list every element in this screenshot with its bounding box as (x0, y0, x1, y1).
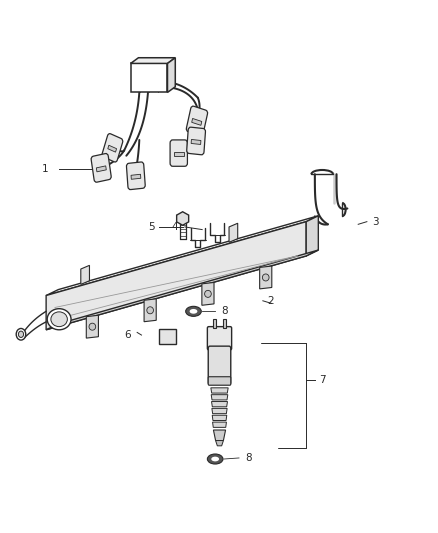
Polygon shape (201, 282, 213, 305)
FancyBboxPatch shape (208, 377, 230, 385)
Polygon shape (46, 250, 318, 330)
Ellipse shape (18, 331, 24, 337)
Polygon shape (167, 58, 175, 92)
Ellipse shape (262, 274, 268, 281)
Polygon shape (46, 222, 305, 330)
FancyBboxPatch shape (131, 63, 167, 92)
Ellipse shape (146, 307, 153, 314)
Polygon shape (96, 166, 106, 172)
Text: 2: 2 (267, 296, 273, 306)
Text: 8: 8 (245, 453, 251, 463)
FancyBboxPatch shape (208, 346, 230, 385)
Polygon shape (211, 394, 227, 400)
Text: 5: 5 (148, 222, 154, 232)
Polygon shape (223, 319, 225, 328)
Polygon shape (173, 152, 183, 156)
Ellipse shape (204, 290, 211, 297)
Polygon shape (131, 174, 141, 179)
Ellipse shape (51, 312, 67, 327)
Ellipse shape (185, 306, 201, 317)
Polygon shape (81, 265, 89, 285)
Polygon shape (213, 319, 215, 328)
Polygon shape (213, 430, 225, 441)
Text: 1: 1 (42, 164, 48, 174)
Polygon shape (86, 315, 98, 338)
FancyBboxPatch shape (186, 127, 205, 155)
FancyBboxPatch shape (91, 154, 111, 182)
Ellipse shape (16, 328, 26, 340)
Polygon shape (108, 146, 117, 152)
Polygon shape (305, 216, 318, 256)
Polygon shape (176, 212, 188, 225)
Polygon shape (191, 140, 201, 144)
FancyBboxPatch shape (170, 140, 187, 166)
Ellipse shape (189, 309, 197, 314)
Text: 3: 3 (371, 217, 378, 227)
Ellipse shape (47, 309, 71, 330)
Text: 7: 7 (318, 375, 325, 385)
Polygon shape (212, 415, 226, 421)
FancyBboxPatch shape (159, 329, 176, 343)
Polygon shape (259, 266, 271, 289)
Polygon shape (212, 422, 226, 427)
FancyBboxPatch shape (186, 106, 207, 136)
Polygon shape (211, 401, 227, 407)
Polygon shape (210, 388, 228, 393)
Polygon shape (229, 223, 237, 243)
Ellipse shape (89, 323, 95, 330)
Text: 8: 8 (221, 306, 228, 316)
Polygon shape (131, 58, 175, 63)
FancyBboxPatch shape (207, 327, 231, 350)
Ellipse shape (211, 457, 219, 462)
Polygon shape (215, 441, 223, 446)
Ellipse shape (207, 454, 223, 464)
Polygon shape (46, 216, 318, 295)
Polygon shape (191, 118, 201, 125)
Text: 4: 4 (171, 222, 178, 232)
Polygon shape (212, 408, 226, 414)
FancyBboxPatch shape (102, 134, 123, 162)
Polygon shape (144, 299, 156, 322)
Text: 6: 6 (124, 330, 131, 340)
FancyBboxPatch shape (126, 162, 145, 190)
